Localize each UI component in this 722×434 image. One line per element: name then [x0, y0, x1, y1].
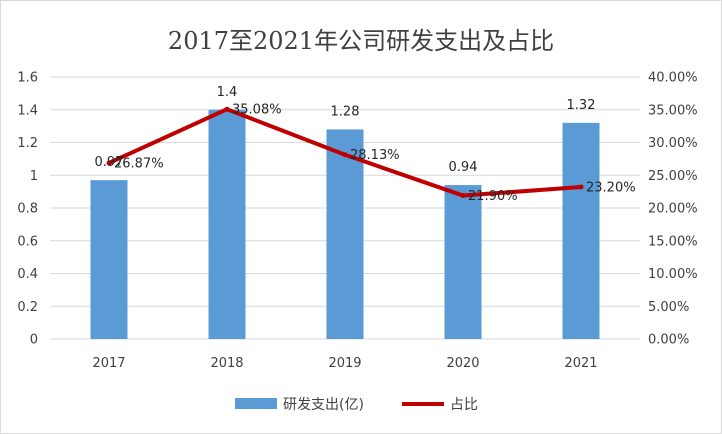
- line-series: [106, 106, 584, 199]
- right-axis-tick-label: 30.00%: [648, 136, 698, 151]
- legend-bar-swatch: [235, 398, 277, 409]
- x-axis-tick-label: 2021: [564, 356, 597, 371]
- line-point: [224, 106, 230, 112]
- bar: [562, 122, 600, 339]
- left-axis-tick-label: 1.6: [17, 71, 38, 86]
- left-axis-tick-label: 0.8: [17, 202, 38, 217]
- line-data-label: 23.20%: [586, 181, 636, 196]
- legend-bar-label: 研发支出(亿): [283, 397, 364, 413]
- bar-data-label: 1.32: [567, 98, 596, 113]
- right-axis-tick-label: 20.00%: [648, 202, 698, 217]
- left-axis-ticks: 0 0.2 0.4 0.6 0.8 1 1.2 1.4 1.6: [17, 71, 38, 348]
- left-axis-tick-label: 0.2: [17, 300, 38, 315]
- line-data-label: 35.08%: [232, 103, 282, 118]
- line-data-label: 26.87%: [114, 157, 164, 172]
- x-axis-tick-label: 2019: [328, 356, 361, 371]
- bar-data-label: 0.94: [449, 160, 478, 175]
- line-data-label: 21.90%: [468, 189, 518, 204]
- bar-data-label: 1.28: [331, 104, 360, 119]
- left-axis-tick-label: 0.4: [17, 267, 38, 282]
- chart-title: 2017至2021年公司研发支出及占比: [168, 27, 554, 55]
- line-data-label: 28.13%: [350, 148, 400, 163]
- left-axis-tick-label: 1.4: [17, 103, 38, 118]
- bar: [208, 109, 246, 339]
- right-axis-tick-label: 0.00%: [648, 333, 689, 348]
- bar: [326, 129, 364, 339]
- left-axis-tick-label: 0.6: [17, 234, 38, 249]
- right-axis-tick-label: 10.00%: [648, 267, 698, 282]
- x-axis-ticks: 2017 2018 2019 2020 2021: [92, 356, 597, 371]
- legend: 研发支出(亿) 占比: [235, 397, 478, 413]
- data-labels: 0.97 1.4 1.28 0.94 1.32 26.87% 35.08% 28.13% 21.…: [95, 85, 636, 204]
- right-axis-tick-label: 5.00%: [648, 300, 689, 315]
- x-axis-tick-label: 2017: [92, 356, 125, 371]
- right-axis-tick-label: 15.00%: [648, 234, 698, 249]
- bar: [444, 185, 482, 339]
- line-point: [578, 184, 584, 190]
- bar: [90, 180, 128, 339]
- right-axis-tick-label: 25.00%: [648, 169, 698, 184]
- bar-series: [90, 109, 600, 339]
- left-axis-tick-label: 1: [30, 169, 38, 184]
- legend-line-label: 占比: [450, 397, 478, 413]
- left-axis-tick-label: 0: [30, 333, 38, 348]
- bar-data-label: 1.4: [217, 85, 238, 100]
- line-point: [460, 193, 466, 199]
- left-axis-tick-label: 1.2: [17, 136, 38, 151]
- x-axis-tick-label: 2020: [446, 356, 479, 371]
- right-axis-tick-label: 35.00%: [648, 103, 698, 118]
- bar-data-label: 0.97: [95, 155, 124, 170]
- right-axis-ticks: 0.00% 5.00% 10.00% 15.00% 20.00% 25.00% 30.00%…: [648, 71, 698, 348]
- line-point: [342, 152, 348, 158]
- right-axis-tick-label: 40.00%: [648, 71, 698, 86]
- line-point: [106, 160, 112, 166]
- x-axis-tick-label: 2018: [210, 356, 243, 371]
